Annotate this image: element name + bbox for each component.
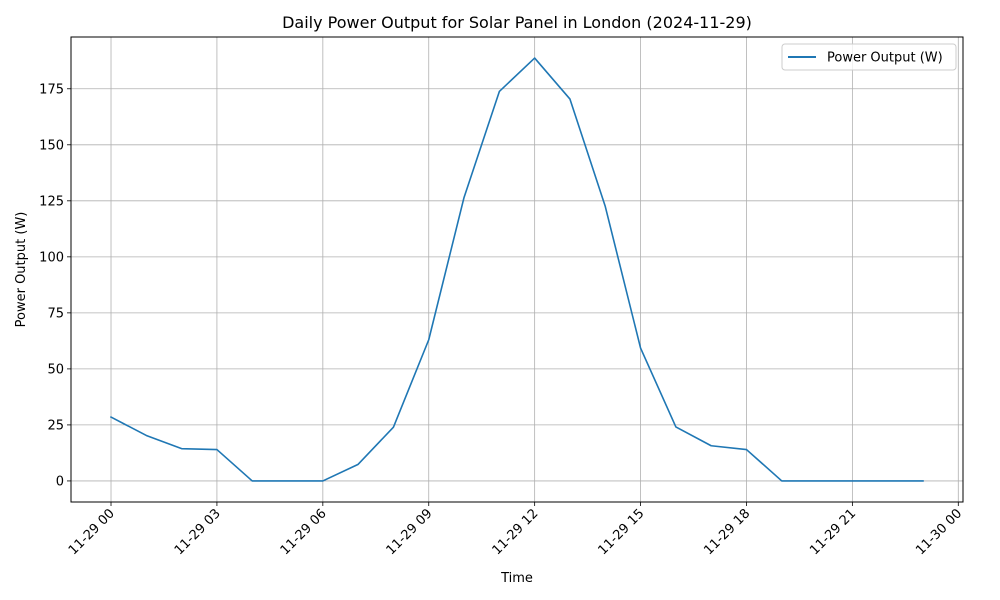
y-tick-label: 75 — [47, 306, 64, 321]
plot-frame — [70, 36, 964, 503]
y-tick-label: 25 — [47, 418, 64, 433]
legend-box — [781, 43, 957, 71]
legend: Power Output (W) — [781, 43, 957, 71]
y-axis: 0 25 50 75 100 125 150 175 — [39, 82, 71, 489]
y-tick-label: 100 — [39, 250, 64, 265]
y-tick-label: 150 — [39, 138, 64, 153]
y-tick-label: 0 — [56, 474, 64, 489]
y-axis-title: Power Output (W) — [14, 212, 29, 328]
y-tick-label: 125 — [39, 194, 64, 209]
legend-label: Power Output (W) — [827, 51, 943, 66]
y-tick-label: 50 — [47, 362, 64, 377]
y-tick-label: 175 — [39, 82, 64, 97]
series-line — [109, 57, 924, 482]
series-layer — [109, 57, 924, 482]
chart-title: Daily Power Output for Solar Panel in Lo… — [282, 13, 752, 32]
x-axis-title: Time — [500, 571, 533, 586]
